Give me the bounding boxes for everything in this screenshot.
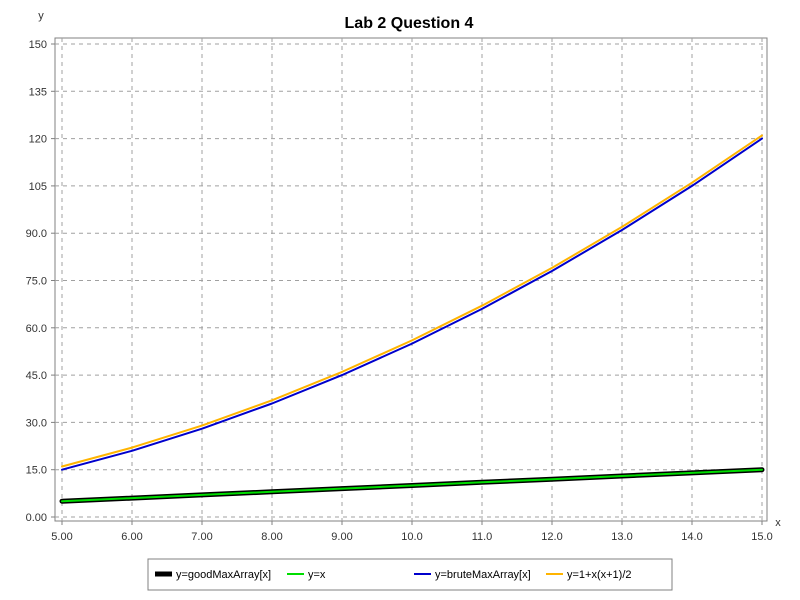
series-line-1: [61, 468, 763, 503]
series-lines: [59, 134, 765, 504]
x-axis-label: x: [775, 517, 781, 529]
plot-area: [54, 37, 768, 522]
x-tick-label: 6.00: [121, 531, 142, 543]
y-tick-label: 150: [29, 39, 47, 51]
chart-title: Lab 2 Question 4: [345, 15, 474, 32]
y-tick-label: 90.0: [26, 228, 47, 240]
y-tick-label: 105: [29, 181, 47, 193]
y-tick-label: 60.0: [26, 323, 47, 335]
y-tick-label: 0.00: [26, 512, 47, 524]
y-tick-label: 75.0: [26, 276, 47, 288]
x-tick-label: 7.00: [191, 531, 212, 543]
legend-label: y=1+x(x+1)/2: [567, 569, 632, 581]
x-axis-ticks: 5.00 6.00 7.00 8.00 9.00 10.0 11.0 12.0 13.0 14.0…: [51, 521, 773, 543]
y-tick-label: 15.0: [26, 465, 47, 477]
legend-label: y=goodMaxArray[x]: [176, 569, 271, 581]
y-tick-label: 120: [29, 134, 47, 146]
y-axis-ticks: 0.00 15.0 30.0 45.0 60.0 75.0 90.0 105 120 135 150: [26, 39, 55, 524]
x-tick-label: 10.0: [401, 531, 422, 543]
legend-box: [147, 558, 673, 591]
y-axis-label: y: [38, 10, 44, 22]
y-tick-label: 45.0: [26, 370, 47, 382]
x-tick-label: 12.0: [541, 531, 562, 543]
x-tick-label: 11.0: [472, 531, 493, 543]
x-tick-label: 15.0: [751, 531, 772, 543]
y-tick-label: 30.0: [26, 417, 47, 429]
x-tick-label: 13.0: [611, 531, 632, 543]
x-tick-label: 14.0: [681, 531, 702, 543]
grid: [55, 38, 767, 521]
y-tick-label: 135: [29, 86, 47, 98]
x-tick-label: 9.00: [331, 531, 352, 543]
legend: y=goodMaxArray[x] y=x y=bruteMaxArray[x] y=…: [147, 558, 673, 591]
legend-label: y=bruteMaxArray[x]: [435, 569, 531, 581]
x-tick-label: 8.00: [261, 531, 282, 543]
legend-label: y=x: [308, 569, 326, 581]
x-tick-label: 5.00: [51, 531, 72, 543]
series-line-2: [61, 137, 763, 471]
series-line-3: [61, 134, 763, 468]
